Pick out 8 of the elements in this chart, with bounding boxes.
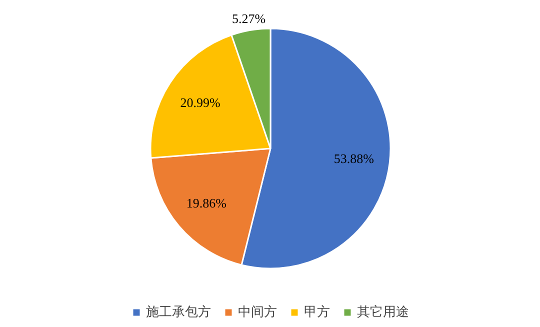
- legend-label: 中间方: [238, 304, 277, 321]
- data-label: 19.86%: [186, 195, 227, 210]
- data-label: 20.99%: [180, 94, 220, 110]
- legend-label: 其它用途: [357, 304, 409, 321]
- data-label: 53.88%: [334, 151, 374, 166]
- data-label: 5.27%: [232, 10, 266, 26]
- legend-label: 甲方: [304, 304, 330, 321]
- legend-label: 施工承包方: [146, 304, 211, 321]
